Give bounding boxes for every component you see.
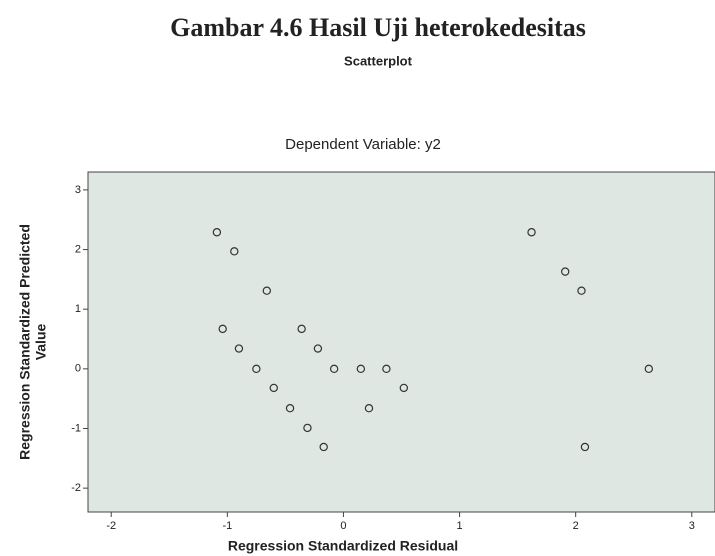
y-axis-label-group: Regression Standardized Predicted Value: [17, 224, 49, 460]
y-tick-label: -1: [71, 422, 81, 434]
data-point: [285, 404, 295, 413]
data-point: [561, 267, 570, 276]
x-tick-label: 1: [456, 520, 462, 532]
chart-caption: Dependent Variable: y2: [285, 136, 441, 153]
y-tick-label: 0: [75, 363, 81, 375]
x-tick-label: -1: [222, 520, 232, 532]
data-point: [262, 286, 272, 295]
chart-subtitle: Scatterplot: [344, 53, 413, 68]
data-point: [297, 324, 306, 334]
data-point: [580, 442, 590, 452]
data-point: [527, 228, 536, 237]
y-tick-label: 3: [75, 184, 81, 196]
data-point: [382, 364, 391, 374]
y-axis-label: Value: [33, 324, 49, 361]
data-point: [356, 364, 366, 374]
x-tick-label: -2: [106, 520, 116, 532]
data-point: [577, 286, 586, 295]
data-point: [234, 344, 244, 353]
x-axis-label: Regression Standardized Residual: [228, 538, 458, 554]
data-point: [329, 364, 339, 374]
data-point: [218, 324, 227, 334]
plot-area: [87, 171, 715, 513]
x-tick-label: 2: [573, 520, 579, 532]
x-tick-label: 0: [340, 520, 346, 532]
data-point: [252, 364, 261, 374]
data-point: [230, 247, 239, 256]
data-point: [212, 228, 222, 237]
x-tick-label: 3: [689, 520, 695, 532]
y-tick-label: -2: [71, 482, 81, 494]
y-axis-label: Regression Standardized Predicted: [17, 224, 33, 460]
y-tick-label: 1: [75, 303, 81, 315]
data-point: [269, 383, 278, 393]
data-point: [644, 364, 654, 374]
data-point: [319, 442, 328, 452]
data-point: [303, 423, 312, 433]
data-point: [364, 404, 374, 413]
data-point: [399, 383, 409, 393]
y-tick-label: 2: [75, 243, 81, 255]
data-point: [313, 344, 323, 353]
chart-title: Gambar 4.6 Hasil Uji heterokedesitas: [170, 13, 586, 42]
